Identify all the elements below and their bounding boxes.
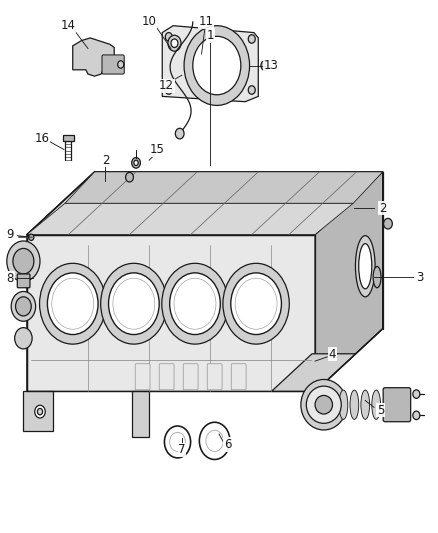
Ellipse shape [361, 390, 370, 419]
FancyBboxPatch shape [17, 274, 30, 288]
Circle shape [14, 328, 32, 349]
FancyBboxPatch shape [135, 364, 150, 390]
Ellipse shape [373, 266, 381, 288]
Circle shape [184, 26, 250, 106]
Circle shape [193, 36, 241, 95]
Circle shape [165, 33, 172, 41]
Polygon shape [27, 203, 353, 235]
Circle shape [413, 390, 420, 398]
Text: 1: 1 [207, 29, 214, 42]
Polygon shape [73, 38, 114, 76]
Text: 13: 13 [264, 59, 279, 72]
Text: 4: 4 [329, 348, 336, 361]
Circle shape [7, 241, 40, 281]
Text: 16: 16 [35, 132, 49, 146]
Polygon shape [162, 26, 258, 102]
Circle shape [13, 248, 34, 274]
Text: 8: 8 [7, 272, 14, 285]
Text: 7: 7 [178, 443, 186, 456]
Circle shape [165, 86, 172, 94]
Text: 9: 9 [7, 228, 14, 241]
Circle shape [118, 61, 124, 68]
FancyBboxPatch shape [207, 364, 222, 390]
Circle shape [413, 411, 420, 419]
Text: 2: 2 [379, 201, 386, 214]
Text: 3: 3 [416, 271, 424, 284]
Polygon shape [132, 391, 149, 437]
Circle shape [261, 61, 269, 70]
Circle shape [11, 292, 35, 321]
Text: 11: 11 [198, 15, 213, 28]
Polygon shape [272, 354, 356, 391]
FancyBboxPatch shape [383, 387, 411, 422]
Circle shape [170, 273, 220, 335]
Ellipse shape [372, 390, 381, 419]
Circle shape [126, 172, 134, 182]
Circle shape [162, 263, 228, 344]
Polygon shape [27, 172, 383, 235]
Ellipse shape [356, 236, 375, 297]
Circle shape [101, 263, 167, 344]
Text: 6: 6 [224, 438, 231, 451]
Circle shape [132, 158, 141, 168]
Circle shape [37, 408, 42, 415]
Circle shape [248, 86, 255, 94]
Circle shape [223, 263, 289, 344]
Circle shape [28, 234, 34, 240]
Ellipse shape [339, 390, 348, 419]
FancyBboxPatch shape [102, 55, 124, 74]
Polygon shape [22, 391, 53, 431]
Circle shape [168, 35, 181, 51]
Circle shape [109, 273, 159, 335]
FancyBboxPatch shape [231, 364, 246, 390]
Circle shape [39, 263, 106, 344]
Circle shape [231, 273, 282, 335]
Ellipse shape [301, 379, 347, 430]
Ellipse shape [315, 395, 332, 414]
Polygon shape [63, 135, 74, 141]
FancyBboxPatch shape [183, 364, 198, 390]
Circle shape [35, 405, 45, 418]
Circle shape [384, 219, 392, 229]
Polygon shape [65, 172, 383, 203]
Text: 15: 15 [149, 143, 164, 156]
Circle shape [47, 273, 98, 335]
Circle shape [175, 128, 184, 139]
Circle shape [171, 39, 178, 47]
Circle shape [248, 35, 255, 43]
FancyBboxPatch shape [159, 364, 174, 390]
Ellipse shape [359, 244, 372, 289]
Text: 2: 2 [102, 154, 109, 167]
Ellipse shape [350, 390, 359, 419]
Text: 10: 10 [142, 15, 156, 28]
Text: 12: 12 [159, 79, 174, 92]
Circle shape [15, 297, 31, 316]
Ellipse shape [306, 386, 341, 423]
Text: 14: 14 [61, 19, 76, 32]
Circle shape [134, 160, 138, 165]
Polygon shape [27, 235, 315, 391]
Text: 5: 5 [377, 403, 384, 416]
Polygon shape [315, 172, 383, 391]
